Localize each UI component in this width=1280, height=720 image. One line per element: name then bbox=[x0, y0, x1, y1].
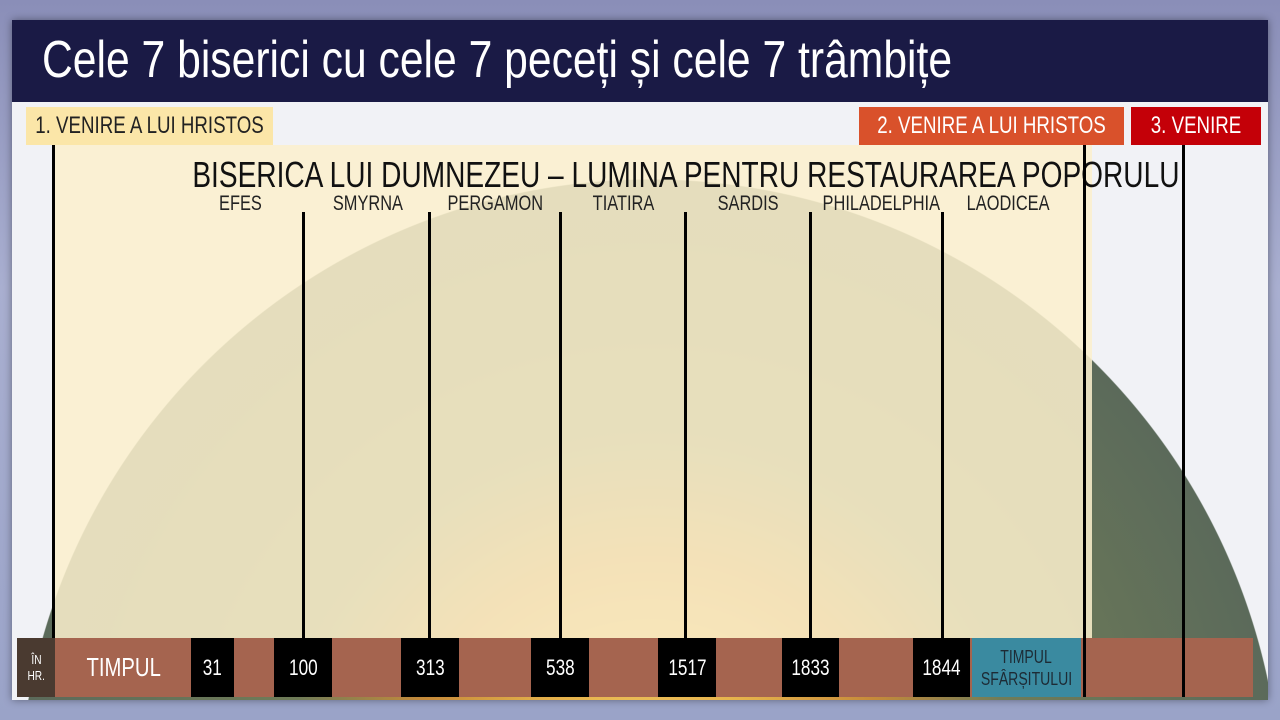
church-laodicea: LAODICEA bbox=[966, 192, 1050, 215]
divider-line bbox=[809, 212, 812, 638]
year-1844: 1844 bbox=[913, 638, 970, 697]
year-1517: 1517 bbox=[658, 638, 716, 697]
panel-heading-text: BISERICA LUI DUMNEZEU – LUMINA PENTRU RE… bbox=[192, 154, 1188, 195]
year-100: 100 bbox=[274, 638, 332, 697]
timeline-label: TIMPUL bbox=[86, 652, 162, 682]
divider-line bbox=[941, 212, 944, 638]
first-coming-label: 1. VENIRE A LUI HRISTOS bbox=[26, 107, 273, 145]
slide-title: Cele 7 biserici cu cele 7 peceți și cele… bbox=[42, 31, 953, 89]
bc-label: ÎN HR. bbox=[17, 638, 55, 697]
church-efes: EFES bbox=[218, 192, 262, 215]
third-coming-text: 3. VENIRE bbox=[1150, 112, 1242, 139]
slide: Cele 7 biserici cu cele 7 peceți și cele… bbox=[12, 20, 1268, 700]
year-1833: 1833 bbox=[782, 638, 839, 697]
panel-heading: BISERICA LUI DUMNEZEU – LUMINA PENTRU RE… bbox=[52, 154, 1187, 196]
church-panel bbox=[52, 145, 1092, 638]
end-time-label: TIMPUL SFÂRȘITULUI bbox=[972, 638, 1081, 697]
divider-line bbox=[302, 212, 305, 638]
second-coming-label: 2. VENIRE A LUI HRISTOS bbox=[859, 107, 1124, 145]
title-bar: Cele 7 biserici cu cele 7 peceți și cele… bbox=[12, 20, 1268, 102]
church-pergamon: PERGAMON bbox=[447, 192, 543, 215]
divider-line bbox=[684, 212, 687, 638]
divider-line bbox=[1083, 145, 1086, 697]
church-smyrna: SMYRNA bbox=[332, 192, 404, 215]
first-coming-text: 1. VENIRE A LUI HRISTOS bbox=[35, 112, 264, 139]
divider-line bbox=[1182, 145, 1185, 697]
church-philadelphia: PHILADELPHIA bbox=[822, 192, 941, 215]
year-313: 313 bbox=[401, 638, 459, 697]
third-coming-label: 3. VENIRE bbox=[1131, 107, 1261, 145]
church-tiatira: TIATIRA bbox=[592, 192, 654, 215]
divider-line bbox=[428, 212, 431, 638]
divider-line bbox=[52, 145, 55, 697]
divider-line bbox=[559, 212, 562, 638]
church-sardis: SARDIS bbox=[717, 192, 779, 215]
second-coming-text: 2. VENIRE A LUI HRISTOS bbox=[877, 112, 1106, 139]
year-538: 538 bbox=[531, 638, 589, 697]
year-31: 31 bbox=[191, 638, 234, 697]
